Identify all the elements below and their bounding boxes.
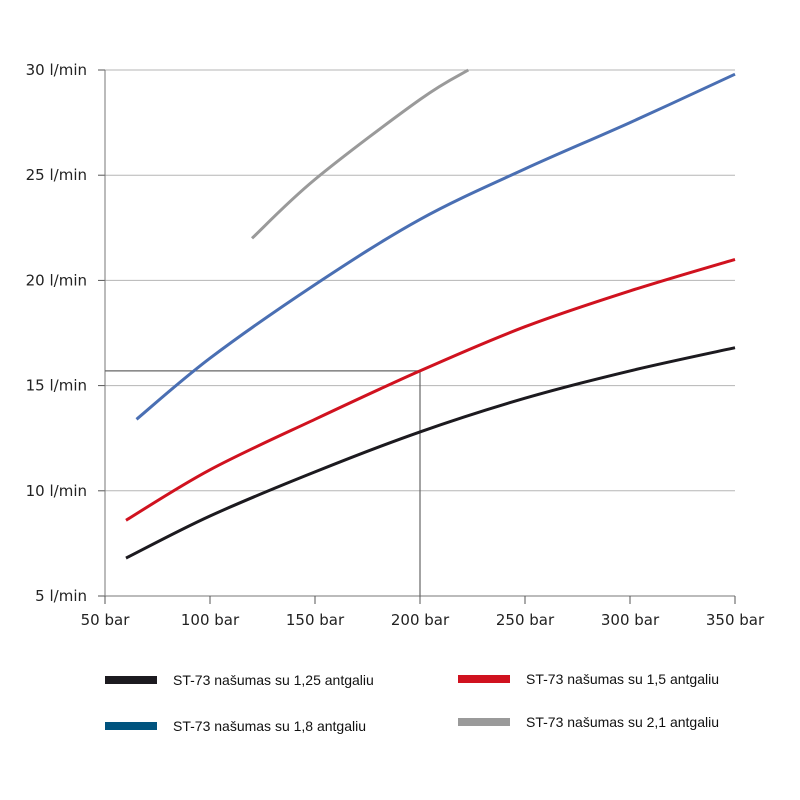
series-line-0 [125,346,736,560]
y-tick-label: 30 l/min [26,61,87,79]
x-tick-label: 150 bar [286,611,345,629]
x-tick-label: 300 bar [601,611,660,629]
series-line-3 [250,68,470,240]
y-tick-label: 15 l/min [26,377,87,395]
x-tick-label: 100 bar [181,611,240,629]
x-tick-label: 250 bar [496,611,555,629]
x-tick-label: 350 bar [706,611,765,629]
annotations [105,370,421,596]
x-tick-label: 50 bar [81,611,131,629]
y-tick-label: 20 l/min [26,271,87,289]
series-line-1 [125,257,736,522]
x-tick-label: 200 bar [391,611,450,629]
y-tick-label: 10 l/min [26,482,87,500]
y-tick-label: 5 l/min [35,587,87,605]
series-group [125,68,736,560]
y-tick-label: 25 l/min [26,166,87,184]
series-line-2 [135,72,736,421]
tick-labels: 5 l/min 10 l/min 15 l/min 20 l/min 25 l/min 3… [26,61,765,629]
